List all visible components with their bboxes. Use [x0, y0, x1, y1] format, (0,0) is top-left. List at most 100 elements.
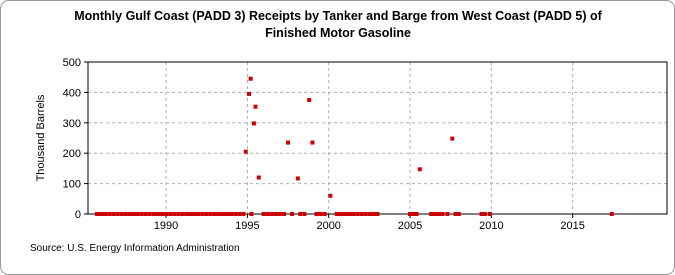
plot-area	[88, 62, 667, 214]
data-point	[243, 149, 248, 154]
data-point	[115, 212, 120, 216]
data-point	[298, 212, 303, 216]
data-point	[237, 212, 242, 216]
data-point	[334, 212, 339, 216]
data-point	[94, 212, 99, 216]
data-point	[256, 175, 261, 180]
x-tick-label: 2015	[560, 220, 584, 232]
chart-title: Finished Motor Gasoline	[265, 26, 411, 40]
data-point	[429, 212, 434, 216]
data-point	[233, 212, 238, 216]
data-point	[147, 212, 152, 216]
data-point	[453, 212, 458, 216]
data-point	[322, 212, 327, 216]
data-point	[417, 167, 422, 172]
data-point	[450, 136, 455, 141]
data-point	[248, 76, 253, 81]
data-point	[482, 212, 487, 216]
data-point	[487, 212, 492, 216]
data-point	[277, 212, 282, 216]
data-point	[408, 212, 413, 216]
data-point	[440, 212, 445, 216]
data-point	[347, 212, 352, 216]
data-point	[176, 212, 181, 216]
data-point	[411, 212, 416, 216]
data-point	[241, 212, 246, 216]
data-point	[192, 212, 197, 216]
data-point	[172, 212, 177, 216]
data-point	[212, 212, 217, 216]
data-point	[184, 212, 189, 216]
data-point	[208, 212, 213, 216]
data-point	[168, 212, 173, 216]
data-point	[286, 140, 291, 145]
data-point	[131, 212, 136, 216]
data-point	[164, 212, 169, 216]
data-point	[273, 212, 278, 216]
data-point	[359, 212, 364, 216]
data-point	[247, 91, 252, 96]
data-point	[302, 212, 307, 216]
data-point	[216, 212, 221, 216]
y-tick-label: 300	[63, 118, 81, 130]
data-point	[123, 212, 128, 216]
y-axis-label: Thousand Barrels	[35, 94, 47, 181]
data-point	[414, 212, 419, 216]
data-point	[127, 212, 132, 216]
data-point	[363, 212, 368, 216]
data-point	[342, 212, 347, 216]
data-point	[307, 98, 312, 102]
y-tick-label: 500	[63, 57, 81, 69]
data-point	[310, 140, 315, 145]
data-point	[180, 212, 185, 216]
data-point	[371, 212, 376, 216]
data-point	[251, 121, 256, 126]
y-tick-label: 400	[63, 87, 81, 99]
data-point	[155, 212, 160, 216]
data-point	[196, 212, 201, 216]
data-point	[200, 212, 205, 216]
x-tick-label: 2000	[316, 220, 340, 232]
data-point	[107, 212, 112, 216]
x-tick-label: 2010	[479, 220, 503, 232]
data-point	[338, 212, 343, 216]
data-point	[151, 212, 156, 216]
data-point	[290, 212, 295, 216]
data-point	[143, 212, 148, 216]
data-point	[445, 212, 450, 216]
data-point	[139, 212, 144, 216]
data-point	[295, 176, 300, 181]
data-point	[432, 212, 437, 216]
y-tick-label: 200	[63, 148, 81, 160]
data-point	[225, 212, 230, 216]
x-tick-label: 1995	[235, 220, 259, 232]
data-point	[318, 212, 323, 216]
data-point	[355, 212, 360, 216]
data-point	[135, 212, 140, 216]
data-point	[99, 212, 104, 216]
data-point	[375, 212, 380, 216]
y-tick-label: 100	[63, 179, 81, 191]
data-point	[269, 212, 274, 216]
data-point	[261, 212, 266, 216]
x-tick-label: 2005	[398, 220, 422, 232]
x-tick-label: 1990	[154, 220, 178, 232]
data-point	[367, 212, 372, 216]
data-point	[437, 212, 442, 216]
data-point	[314, 212, 319, 216]
data-point	[479, 212, 484, 216]
source-note: Source: U.S. Energy Information Administ…	[30, 243, 240, 254]
data-point	[103, 212, 108, 216]
data-point	[220, 212, 225, 216]
data-point	[111, 212, 116, 216]
chart-title: Monthly Gulf Coast (PADD 3) Receipts by …	[74, 9, 602, 23]
data-point	[281, 212, 286, 216]
data-point	[204, 212, 209, 216]
data-point	[160, 212, 165, 216]
data-point	[253, 104, 258, 109]
data-point	[609, 212, 614, 216]
data-point	[456, 212, 461, 216]
y-tick-label: 0	[75, 209, 81, 221]
